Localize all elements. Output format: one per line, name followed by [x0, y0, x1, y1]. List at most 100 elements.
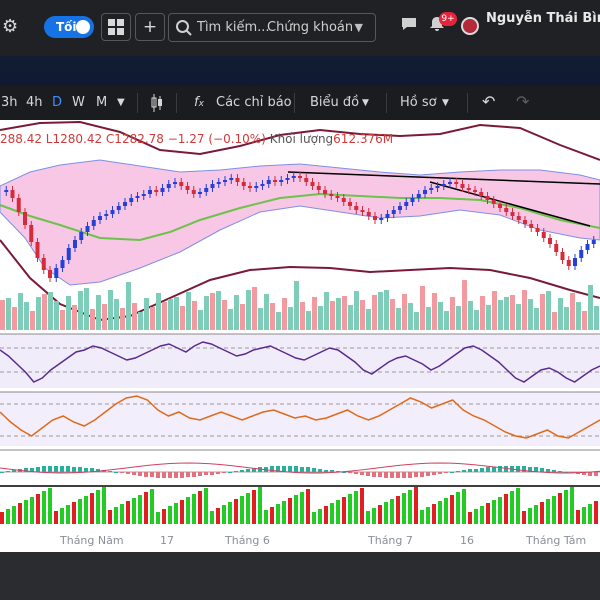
macd-histogram-bar [582, 472, 586, 475]
histogram-bar [282, 501, 286, 524]
theme-toggle[interactable]: Tối [44, 16, 94, 38]
candle-body [110, 210, 115, 214]
histogram-bar [288, 498, 292, 524]
histogram-bar [396, 496, 400, 524]
macd-histogram-bar [402, 472, 406, 478]
stoch-pane [0, 392, 600, 446]
volume-bar [168, 299, 173, 330]
macd-histogram-bar [294, 466, 298, 472]
volume-bar [342, 296, 347, 330]
search-input[interactable]: Tìm kiếm... [197, 20, 270, 35]
volume-bar [240, 304, 245, 330]
macd-histogram-bar [12, 470, 16, 472]
histogram-bar [366, 511, 370, 524]
layout-grid-button[interactable] [101, 13, 131, 41]
macd-histogram-bar [198, 472, 202, 476]
avatar[interactable] [461, 17, 479, 35]
timeframe-d[interactable]: D [52, 95, 63, 110]
histogram-bar [330, 503, 334, 524]
macd-histogram-bar [126, 472, 130, 474]
histogram-bar [114, 507, 118, 524]
macd-histogram-bar [96, 469, 100, 472]
x-axis-tick-label: Tháng 6 [224, 534, 270, 547]
candle-body [248, 186, 252, 188]
volume-bar [450, 297, 455, 330]
candle-body [35, 242, 40, 258]
candle-body [73, 240, 77, 248]
candle-body [560, 252, 565, 260]
indicators-button[interactable]: Các chỉ báo [216, 95, 292, 110]
macd-histogram-bar [462, 470, 466, 472]
macd-histogram-bar [360, 472, 364, 475]
volume-bar [516, 304, 521, 330]
ohlc-legend: 288.42 L1280.42 C1282.78 −1.27 (−0.10%) … [0, 132, 393, 146]
x-axis-tick-label: 17 [160, 534, 174, 547]
volume-bar [66, 296, 71, 330]
volume-bar [12, 307, 17, 330]
function-icon[interactable]: fx [194, 95, 204, 110]
candle-body [254, 186, 259, 188]
user-name[interactable]: Nguyễn Thái Bình - [486, 11, 600, 26]
candle-body [348, 202, 352, 206]
volume-bar [480, 296, 485, 330]
chart-menu-button[interactable]: Biểu đồ [310, 95, 360, 110]
candle-body [573, 258, 577, 266]
histogram-bar [306, 489, 310, 524]
chart-canvas[interactable]: Tháng Năm 17 Tháng 6 Tháng 7 16 Tháng Tám [0, 120, 600, 552]
macd-histogram-bar [312, 468, 316, 472]
histogram-bar [66, 505, 70, 524]
histogram-bar [240, 496, 244, 524]
candle-body [54, 268, 59, 278]
volume-bar [252, 287, 257, 330]
add-button[interactable]: + [135, 13, 165, 41]
search-box[interactable]: Tìm kiếm... Chứng khoán ▼ [168, 13, 376, 42]
undo-icon[interactable]: ↶ [482, 92, 496, 111]
macd-histogram-bar [156, 472, 160, 478]
search-category-select[interactable]: Chứng khoán [267, 20, 354, 35]
macd-histogram-bar [588, 472, 592, 476]
volume-bar [282, 298, 287, 330]
macd-histogram-bar [114, 472, 118, 473]
volume-bar [540, 294, 545, 330]
candle-body [523, 220, 527, 224]
volume-bar [366, 309, 371, 330]
candle-body [423, 190, 427, 194]
volume-label: Khối lượng [269, 132, 334, 146]
gear-icon[interactable]: ⚙ [2, 16, 19, 37]
macd-histogram-bar [48, 466, 52, 472]
volume-bar [24, 302, 29, 330]
candle-body [554, 244, 559, 252]
candle-body [241, 182, 246, 186]
histogram-bar [474, 509, 478, 524]
candle-body [185, 186, 190, 190]
profile-menu-button[interactable]: Hồ sơ [400, 95, 437, 110]
histogram-bar [210, 511, 214, 524]
macd-histogram-bar [336, 471, 340, 472]
macd-histogram-bar [42, 466, 46, 472]
redo-icon[interactable]: ↷ [516, 92, 530, 111]
macd-histogram-bar [252, 468, 256, 472]
macd-histogram-bar [348, 472, 352, 473]
volume-bar [264, 294, 269, 330]
candlestick-type-icon[interactable] [150, 93, 164, 117]
histogram-bar [294, 495, 298, 524]
volume-bar [360, 300, 365, 330]
volume-bar [18, 293, 23, 330]
timeframe-3h[interactable]: 3h [1, 95, 18, 110]
candle-body [23, 212, 27, 225]
macd-histogram-bar [246, 469, 250, 472]
candle-body [485, 196, 490, 200]
candle-body [591, 240, 596, 244]
histogram-bar [204, 488, 208, 524]
volume-bar [114, 299, 119, 330]
price-chart[interactable]: Tháng Năm 17 Tháng 6 Tháng 7 16 Tháng Tám 288… [0, 120, 600, 552]
chat-icon[interactable] [398, 16, 420, 38]
timeframe-chevron-icon[interactable]: ▼ [117, 97, 125, 108]
timeframe-m[interactable]: M [96, 95, 108, 110]
candle-body [216, 182, 221, 184]
timeframe-4h[interactable]: 4h [26, 95, 43, 110]
histogram-bar [336, 500, 340, 524]
histogram-bar [252, 490, 256, 524]
timeframe-w[interactable]: W [72, 95, 85, 110]
candle-body [416, 194, 421, 198]
